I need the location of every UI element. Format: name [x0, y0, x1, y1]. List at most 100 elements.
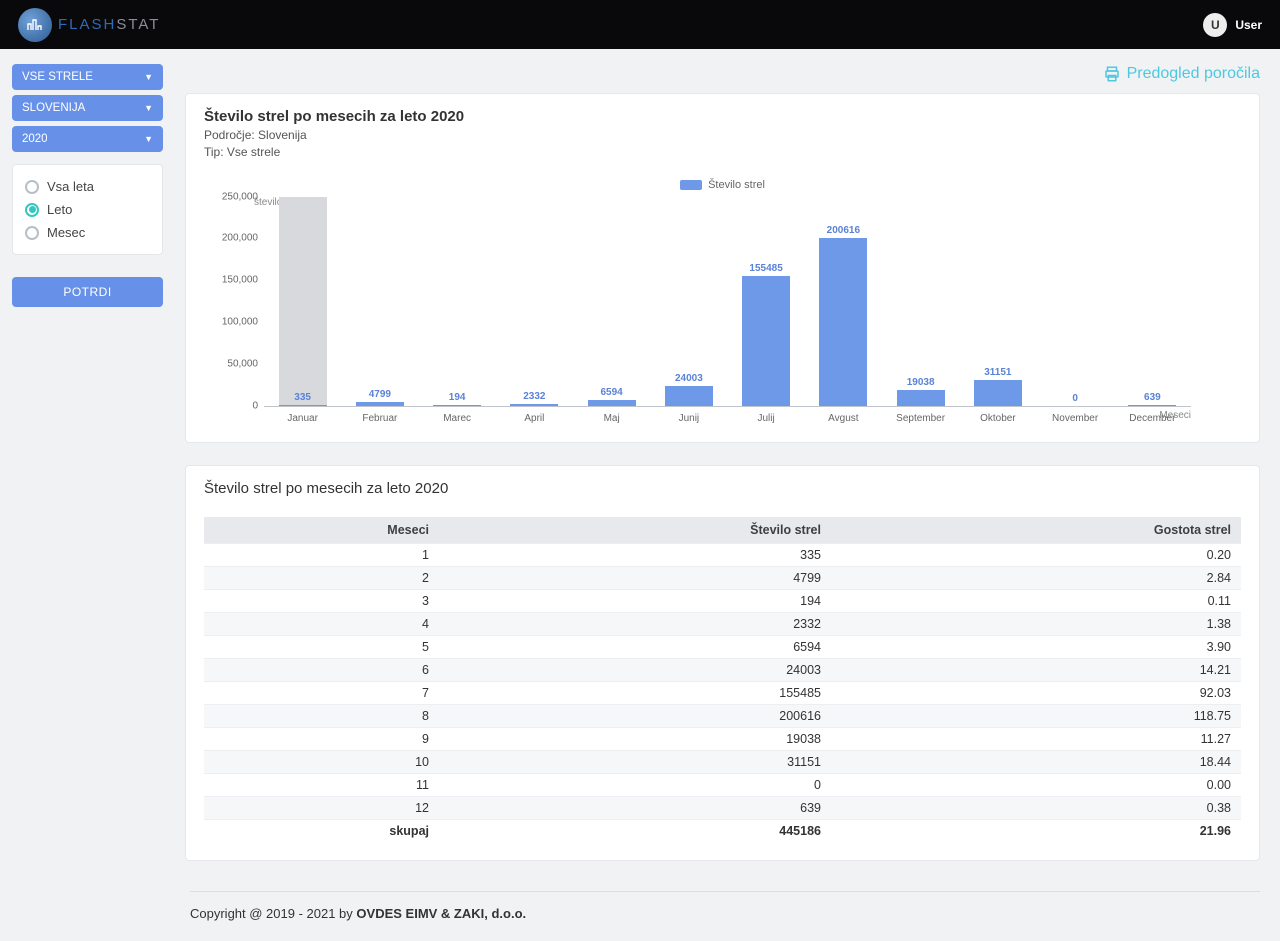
- bar-cell: 31151: [959, 197, 1036, 406]
- bar-value-label: 335: [294, 392, 311, 405]
- radio-month[interactable]: Mesec: [25, 221, 150, 244]
- bar: 24003: [665, 386, 713, 406]
- chart-title: Število strel po mesecih za leto 2020: [204, 108, 1241, 125]
- table-cell: 2.84: [831, 566, 1241, 589]
- table-row: 31940.11: [204, 589, 1241, 612]
- x-tick: Avgust: [805, 407, 882, 424]
- table-cell: 6: [204, 658, 439, 681]
- radio-year[interactable]: Leto: [25, 198, 150, 221]
- radio-all-years[interactable]: Vsa leta: [25, 175, 150, 198]
- table-row: 126390.38: [204, 796, 1241, 819]
- bar-cell: 639: [1114, 197, 1191, 406]
- x-tick: Julij: [728, 407, 805, 424]
- user-menu[interactable]: U User: [1203, 13, 1262, 37]
- bar-value-label: 31151: [984, 367, 1011, 380]
- brand-text: FLASHSTAT: [58, 16, 160, 33]
- table-cell: skupaj: [204, 819, 439, 842]
- table-cell: 1: [204, 543, 439, 566]
- bar-cell: 19038: [882, 197, 959, 406]
- table-cell: 5: [204, 635, 439, 658]
- main-content: Predogled poročila Število strel po mese…: [175, 49, 1280, 883]
- table-cell: 3: [204, 589, 439, 612]
- table-cell: 3.90: [831, 635, 1241, 658]
- bar: 639: [1128, 405, 1176, 406]
- table-cell: 24003: [439, 658, 831, 681]
- table-cell: 21.96: [831, 819, 1241, 842]
- dropdown-region[interactable]: SLOVENIJA▼: [12, 95, 163, 121]
- bar: 4799: [356, 402, 404, 406]
- dropdown-type[interactable]: VSE STRELE▼: [12, 64, 163, 90]
- bar-value-label: 639: [1144, 392, 1161, 405]
- table-title: Število strel po mesecih za leto 2020: [204, 480, 1241, 497]
- table-cell: 2332: [439, 612, 831, 635]
- x-tick: Januar: [264, 407, 341, 424]
- table-total-row: skupaj44518621.96: [204, 819, 1241, 842]
- bar-value-label: 155485: [749, 263, 782, 276]
- preview-report-link[interactable]: Predogled poročila: [185, 61, 1260, 93]
- bar-value-label: 0: [1072, 393, 1078, 406]
- table-row: 565943.90: [204, 635, 1241, 658]
- bar: 155485: [742, 276, 790, 406]
- confirm-button[interactable]: POTRDI: [12, 277, 163, 307]
- user-avatar: U: [1203, 13, 1227, 37]
- user-label: User: [1235, 18, 1262, 32]
- y-tick: 200,000: [208, 233, 258, 244]
- x-tick: November: [1037, 407, 1114, 424]
- y-tick: 100,000: [208, 317, 258, 328]
- table-cell: 18.44: [831, 750, 1241, 773]
- bar-cell: 155485: [728, 197, 805, 406]
- table-cell: 0.38: [831, 796, 1241, 819]
- bar-value-label: 19038: [907, 377, 935, 390]
- table-cell: 14.21: [831, 658, 1241, 681]
- table-row: 103115118.44: [204, 750, 1241, 773]
- x-tick: Maj: [573, 407, 650, 424]
- bar-highlight: [279, 197, 327, 406]
- brand-logo-icon: [18, 8, 52, 42]
- brand: FLASHSTAT: [18, 8, 160, 42]
- table-cell: 2: [204, 566, 439, 589]
- table-row: 1100.00: [204, 773, 1241, 796]
- table-row: 91903811.27: [204, 727, 1241, 750]
- bar-cell: 24003: [650, 197, 727, 406]
- table-cell: 9: [204, 727, 439, 750]
- table-cell: 445186: [439, 819, 831, 842]
- footer: Copyright @ 2019 - 2021 by OVDES EIMV & …: [190, 891, 1260, 941]
- top-bar: FLASHSTAT U User: [0, 0, 1280, 49]
- table-card: Število strel po mesecih za leto 2020 Me…: [185, 465, 1260, 861]
- table-cell: 31151: [439, 750, 831, 773]
- bar-value-label: 194: [449, 392, 466, 405]
- table-cell: 0.00: [831, 773, 1241, 796]
- y-tick: 150,000: [208, 275, 258, 286]
- bar-cell: 4799: [341, 197, 418, 406]
- bar-cell: 335: [264, 197, 341, 406]
- x-tick: Junij: [650, 407, 727, 424]
- y-tick: 0: [208, 400, 258, 411]
- chevron-down-icon: ▼: [144, 103, 153, 113]
- table-cell: 12: [204, 796, 439, 819]
- table-cell: 1.38: [831, 612, 1241, 635]
- table-row: 715548592.03: [204, 681, 1241, 704]
- table-row: 8200616118.75: [204, 704, 1241, 727]
- x-tick: Februar: [341, 407, 418, 424]
- data-table: MeseciŠtevilo strelGostota strel 13350.2…: [204, 517, 1241, 842]
- table-row: 62400314.21: [204, 658, 1241, 681]
- chart-card: Število strel po mesecih za leto 2020 Po…: [185, 93, 1260, 443]
- table-cell: 6594: [439, 635, 831, 658]
- bar: 6594: [588, 400, 636, 406]
- y-tick: 250,000: [208, 191, 258, 202]
- bar: 19038: [897, 390, 945, 406]
- bar-value-label: 6594: [600, 387, 622, 400]
- table-header: Število strel: [439, 517, 831, 544]
- table-cell: 200616: [439, 704, 831, 727]
- dropdown-year[interactable]: 2020▼: [12, 126, 163, 152]
- bar-value-label: 2332: [523, 391, 545, 404]
- period-radio-group: Vsa leta Leto Mesec: [12, 164, 163, 255]
- table-header: Gostota strel: [831, 517, 1241, 544]
- bar-value-label: 200616: [827, 225, 860, 238]
- table-row: 13350.20: [204, 543, 1241, 566]
- table-cell: 335: [439, 543, 831, 566]
- table-cell: 0.20: [831, 543, 1241, 566]
- table-cell: 11.27: [831, 727, 1241, 750]
- table-cell: 4: [204, 612, 439, 635]
- x-axis-title: Meseci: [1159, 410, 1191, 421]
